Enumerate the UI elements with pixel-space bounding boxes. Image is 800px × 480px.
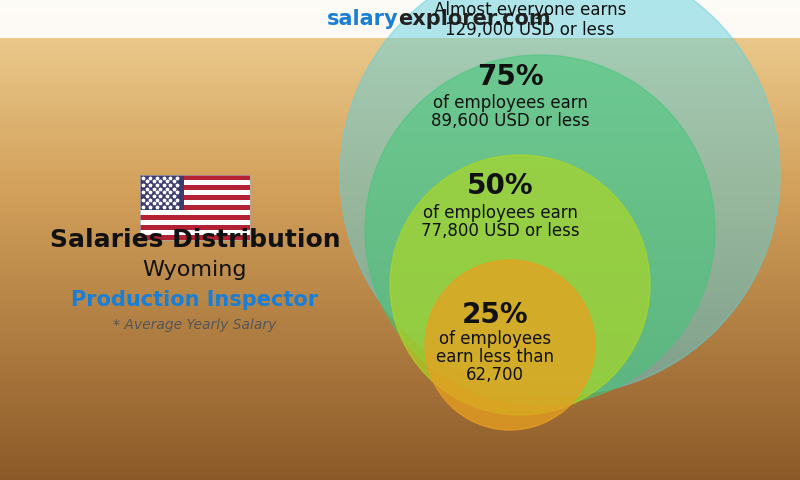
Bar [140, 175, 250, 240]
Text: explorer.com: explorer.com [398, 9, 550, 29]
Bar [140, 215, 250, 220]
Text: Production Inspector: Production Inspector [71, 290, 318, 310]
Text: 50%: 50% [466, 172, 534, 201]
Bar [140, 175, 184, 210]
Bar [140, 205, 250, 210]
Bar [140, 175, 250, 180]
Text: Almost everyone earns: Almost everyone earns [434, 1, 626, 19]
Bar [140, 185, 250, 190]
Bar [0, 0, 800, 38]
Bar [140, 225, 250, 230]
Text: 25%: 25% [462, 301, 528, 329]
Text: of employees earn: of employees earn [433, 94, 587, 112]
Text: Wyoming: Wyoming [142, 260, 247, 280]
Bar [140, 190, 250, 195]
Circle shape [390, 155, 650, 415]
Bar [140, 180, 250, 185]
Text: 89,600 USD or less: 89,600 USD or less [430, 112, 590, 130]
Text: earn less than: earn less than [436, 348, 554, 366]
Text: Salaries Distribution: Salaries Distribution [50, 228, 340, 252]
Text: 129,000 USD or less: 129,000 USD or less [446, 21, 614, 39]
Text: * Average Yearly Salary: * Average Yearly Salary [114, 318, 277, 332]
Bar [140, 200, 250, 205]
Bar [140, 220, 250, 225]
Bar [140, 195, 250, 200]
Circle shape [340, 0, 780, 395]
Bar [140, 210, 250, 215]
Text: 75%: 75% [477, 63, 543, 91]
Circle shape [425, 260, 595, 430]
Text: of employees earn: of employees earn [422, 204, 578, 221]
Bar [140, 235, 250, 240]
Circle shape [365, 55, 715, 405]
Text: of employees: of employees [439, 330, 551, 348]
Text: 77,800 USD or less: 77,800 USD or less [421, 221, 579, 240]
Text: 62,700: 62,700 [466, 366, 524, 384]
Bar [140, 230, 250, 235]
Text: salary: salary [326, 9, 398, 29]
